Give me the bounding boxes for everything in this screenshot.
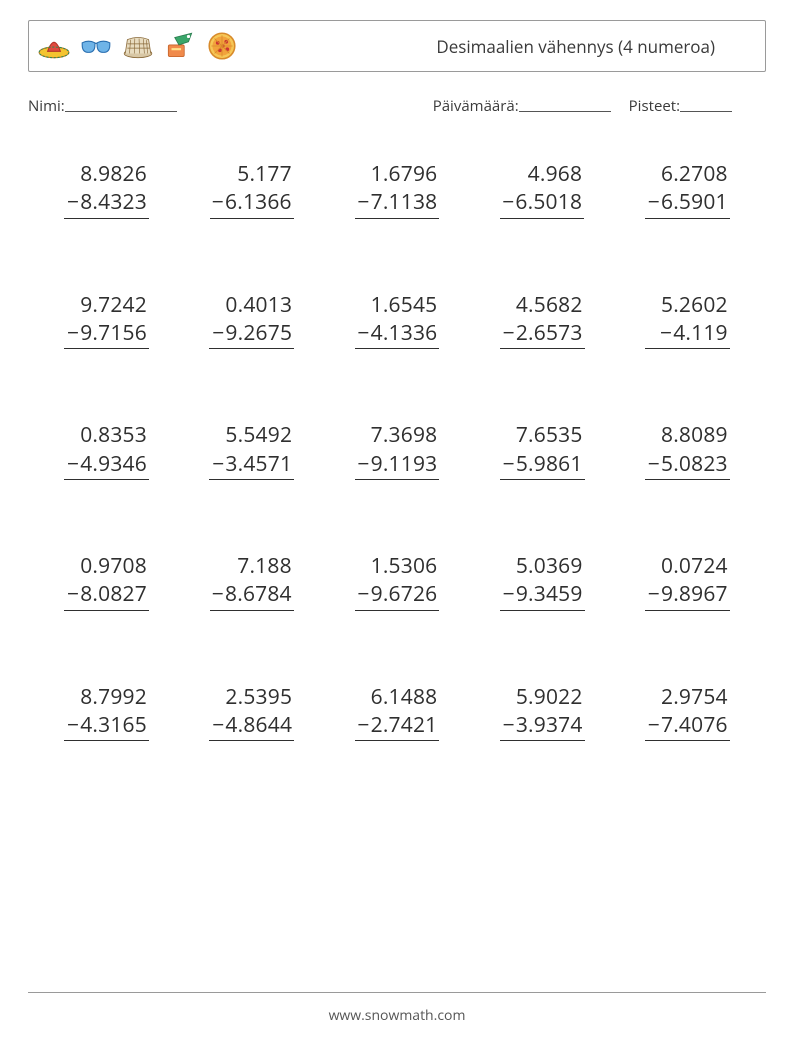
problem: 0.8353−4.9346: [34, 421, 179, 480]
minuend: 4.5682: [500, 291, 585, 319]
minuend: 0.8353: [64, 421, 149, 449]
subtrahend: −5.0823: [645, 450, 730, 480]
problems-grid: 8.9826−8.43235.177−6.13661.6796−7.11384.…: [28, 160, 766, 741]
minuend: 0.9708: [64, 552, 149, 580]
name-blank[interactable]: [65, 96, 177, 112]
problem: 4.5682−2.6573: [470, 291, 615, 350]
subtrahend: −4.119: [645, 319, 730, 349]
problem: 0.4013−9.2675: [179, 291, 324, 350]
subtrahend: −9.7156: [64, 319, 149, 349]
problem: 7.3698−9.1193: [324, 421, 469, 480]
minuend: 7.188: [210, 552, 294, 580]
minuend: 8.9826: [64, 160, 149, 188]
spacer-2: [611, 96, 629, 116]
problem: 5.9022−3.9374: [470, 683, 615, 742]
minuend: 7.3698: [355, 421, 440, 449]
date-blank[interactable]: [519, 96, 611, 112]
minuend: 5.5492: [209, 421, 294, 449]
problem: 5.177−6.1366: [179, 160, 324, 219]
header-icons: [37, 29, 239, 63]
minuend: 8.8089: [645, 421, 730, 449]
subtrahend: −5.9861: [500, 450, 585, 480]
minuend: 4.968: [500, 160, 584, 188]
subtrahend: −6.1366: [210, 188, 294, 218]
subtrahend: −9.2675: [209, 319, 294, 349]
worksheet-page: Desimaalien vähennys (4 numeroa) Nimi: P…: [0, 0, 794, 1053]
minuend: 0.0724: [645, 552, 730, 580]
subtrahend: −2.6573: [500, 319, 585, 349]
subtrahend: −7.4076: [645, 711, 730, 741]
subtrahend: −7.1138: [355, 188, 440, 218]
problem: 5.2602−4.119: [615, 291, 760, 350]
problem: 6.2708−6.5901: [615, 160, 760, 219]
problem: 4.968−6.5018: [470, 160, 615, 219]
minuend: 1.6545: [355, 291, 440, 319]
problem: 1.5306−9.6726: [324, 552, 469, 611]
problem: 8.8089−5.0823: [615, 421, 760, 480]
problem: 2.5395−4.8644: [179, 683, 324, 742]
worksheet-title: Desimaalien vähennys (4 numeroa): [436, 35, 749, 58]
problem: 7.6535−5.9861: [470, 421, 615, 480]
subtrahend: −8.0827: [64, 580, 149, 610]
problem: 2.9754−7.4076: [615, 683, 760, 742]
score-label: Pisteet:: [629, 96, 680, 116]
header-box: Desimaalien vähennys (4 numeroa): [28, 20, 766, 72]
subtrahend: −4.1336: [355, 319, 440, 349]
subtrahend: −4.8644: [209, 711, 294, 741]
minuend: 1.6796: [355, 160, 440, 188]
pizza-icon: [205, 29, 239, 63]
minuend: 6.1488: [355, 683, 440, 711]
subtrahend: −4.3165: [64, 711, 149, 741]
info-row: Nimi: Päivämäärä: Pisteet:: [28, 96, 766, 116]
minuend: 2.5395: [209, 683, 294, 711]
problem: 8.7992−4.3165: [34, 683, 179, 742]
subtrahend: −9.3459: [500, 580, 585, 610]
subtrahend: −3.4571: [209, 450, 294, 480]
sombrero-icon: [37, 29, 71, 63]
score-blank[interactable]: [680, 96, 732, 112]
problem: 7.188−8.6784: [179, 552, 324, 611]
problem: 0.9708−8.0827: [34, 552, 179, 611]
date-label: Päivämäärä:: [433, 96, 519, 116]
travel-icon: [163, 29, 197, 63]
problem: 9.7242−9.7156: [34, 291, 179, 350]
subtrahend: −2.7421: [355, 711, 440, 741]
minuend: 7.6535: [500, 421, 585, 449]
footer-divider: [28, 992, 766, 993]
minuend: 0.4013: [209, 291, 294, 319]
minuend: 6.2708: [645, 160, 730, 188]
subtrahend: −9.8967: [645, 580, 730, 610]
subtrahend: −6.5018: [500, 188, 584, 218]
subtrahend: −9.1193: [355, 450, 440, 480]
colosseum-icon: [121, 29, 155, 63]
footer-text: www.snowmath.com: [0, 1006, 794, 1025]
minuend: 5.9022: [500, 683, 585, 711]
minuend: 8.7992: [64, 683, 149, 711]
minuend: 1.5306: [355, 552, 440, 580]
subtrahend: −8.4323: [64, 188, 149, 218]
subtrahend: −6.5901: [645, 188, 730, 218]
subtrahend: −4.9346: [64, 450, 149, 480]
problem: 5.0369−9.3459: [470, 552, 615, 611]
problem: 8.9826−8.4323: [34, 160, 179, 219]
problem: 1.6545−4.1336: [324, 291, 469, 350]
problem: 0.0724−9.8967: [615, 552, 760, 611]
subtrahend: −3.9374: [500, 711, 585, 741]
problem: 5.5492−3.4571: [179, 421, 324, 480]
minuend: 2.9754: [645, 683, 730, 711]
name-label: Nimi:: [28, 96, 65, 116]
minuend: 5.177: [210, 160, 294, 188]
minuend: 9.7242: [64, 291, 149, 319]
subtrahend: −9.6726: [355, 580, 440, 610]
subtrahend: −8.6784: [210, 580, 294, 610]
minuend: 5.2602: [645, 291, 730, 319]
minuend: 5.0369: [500, 552, 585, 580]
problem: 6.1488−2.7421: [324, 683, 469, 742]
problem: 1.6796−7.1138: [324, 160, 469, 219]
spacer-1: [177, 96, 433, 116]
sunglasses-icon: [79, 29, 113, 63]
